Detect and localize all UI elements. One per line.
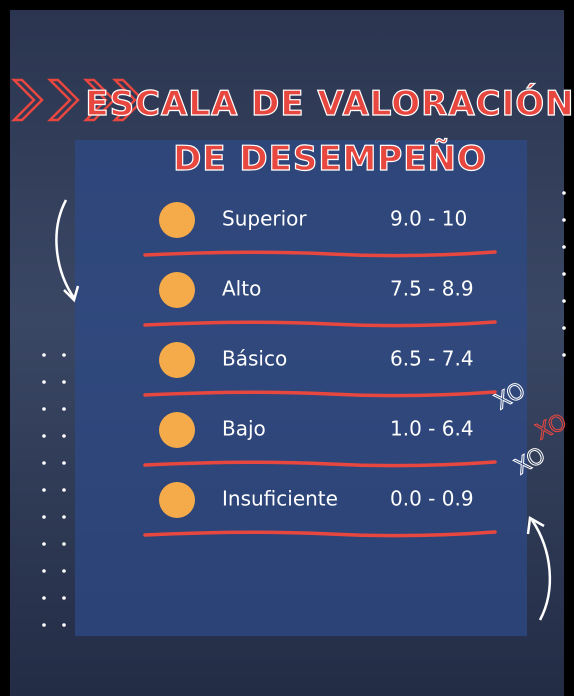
row-label: Básico — [222, 347, 287, 371]
row-range: 1.0 - 6.4 — [390, 417, 474, 441]
dot-grid — [552, 170, 574, 360]
bullet — [159, 272, 195, 308]
title-line: ESCALA DE VALORACIÓN — [85, 83, 574, 124]
row-label: Bajo — [222, 417, 266, 441]
bullet — [159, 412, 195, 448]
row-range: 7.5 - 8.9 — [390, 277, 474, 301]
bullet — [159, 202, 195, 238]
row-label: Superior — [222, 207, 307, 231]
page: ESCALA DE VALORACIÓN DE DESEMPEÑO XO XO … — [0, 0, 574, 696]
infographic: ESCALA DE VALORACIÓN DE DESEMPEÑO XO XO … — [0, 0, 574, 696]
bullet — [159, 342, 195, 378]
row-range: 9.0 - 10 — [390, 207, 467, 231]
row-range: 0.0 - 0.9 — [390, 487, 474, 511]
row-label: Alto — [222, 277, 261, 301]
row-label: Insuficiente — [222, 487, 338, 511]
dot-grid — [28, 352, 68, 632]
title-line: DE DESEMPEÑO — [173, 138, 487, 179]
row-range: 6.5 - 7.4 — [390, 347, 474, 371]
bullet — [159, 482, 195, 518]
